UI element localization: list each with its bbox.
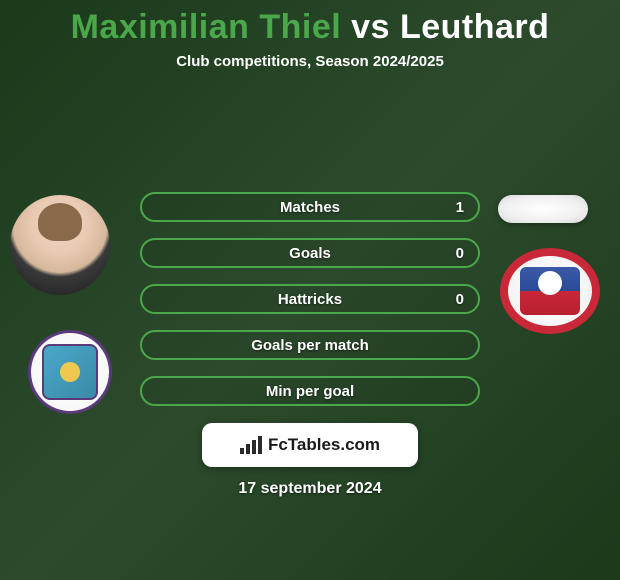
date-label: 17 september 2024 <box>0 480 620 498</box>
club-badge-right-inner <box>520 267 580 315</box>
stat-label: Matches <box>280 199 340 216</box>
subtitle: Club competitions, Season 2024/2025 <box>0 53 620 70</box>
stat-value: 1 <box>456 199 464 216</box>
stat-value: 0 <box>456 245 464 262</box>
source-badge: FcTables.com <box>202 423 418 467</box>
club-badge-left-inner <box>42 344 98 400</box>
source-site: FcTables.com <box>268 435 380 455</box>
stat-row: Min per goal <box>140 376 480 406</box>
stat-label: Goals per match <box>251 337 369 354</box>
stat-row: Goals per match <box>140 330 480 360</box>
player-left-avatar <box>10 195 110 295</box>
stat-value: 0 <box>456 291 464 308</box>
title-vs: vs <box>351 8 390 46</box>
stat-row: Goals 0 <box>140 238 480 268</box>
stat-label: Min per goal <box>266 383 354 400</box>
stat-label: Goals <box>289 245 331 262</box>
player-right-name: Leuthard <box>400 8 549 46</box>
player-right-avatar <box>498 195 588 223</box>
stat-label: Hattricks <box>278 291 342 308</box>
club-badge-right <box>500 248 600 334</box>
content-area: Matches 1 Goals 0 Hattricks 0 Goals per … <box>0 70 620 530</box>
player-left-name: Maximilian Thiel <box>71 8 342 46</box>
bar-chart-icon <box>240 436 262 454</box>
club-badge-left <box>28 330 112 414</box>
header: Maximilian Thiel vs Leuthard Club compet… <box>0 0 620 70</box>
page-title: Maximilian Thiel vs Leuthard <box>0 8 620 47</box>
stats-table: Matches 1 Goals 0 Hattricks 0 Goals per … <box>140 192 480 422</box>
stat-row: Hattricks 0 <box>140 284 480 314</box>
stat-row: Matches 1 <box>140 192 480 222</box>
